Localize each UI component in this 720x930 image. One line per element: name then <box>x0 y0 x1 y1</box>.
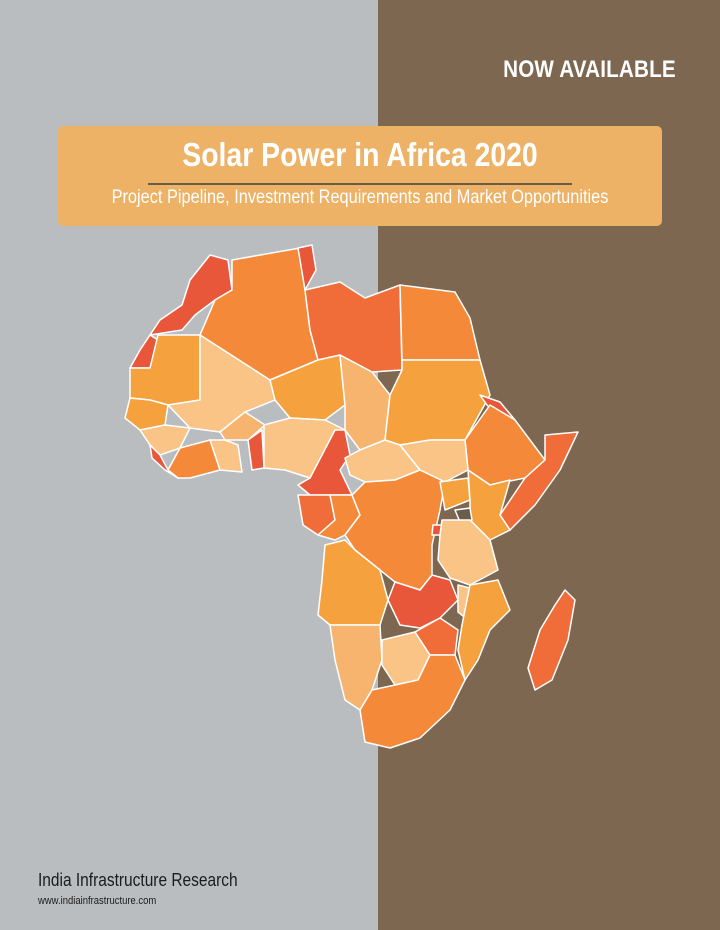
title-banner: Solar Power in Africa 2020 Project Pipel… <box>58 126 662 226</box>
title-underline <box>148 183 572 185</box>
country-region <box>467 469 511 541</box>
country-region <box>439 477 471 511</box>
country-region <box>454 507 473 523</box>
country-region <box>304 281 403 373</box>
country-region <box>387 574 459 629</box>
report-title: Solar Power in Africa 2020 <box>182 136 538 173</box>
report-subtitle: Project Pipeline, Investment Requirement… <box>111 187 609 208</box>
country-region <box>527 589 576 691</box>
country-region <box>399 284 481 361</box>
country-region <box>359 654 466 749</box>
now-available-label: NOW AVAILABLE <box>503 56 676 83</box>
publisher-name: India Infrastructure Research <box>38 870 238 890</box>
country-region <box>317 539 389 626</box>
country-region <box>269 354 346 421</box>
country-region <box>457 579 511 681</box>
country-region <box>414 617 459 656</box>
country-region <box>219 411 266 441</box>
website-link[interactable]: www.indiainfrastructure.com <box>38 895 157 907</box>
country-region <box>209 439 243 473</box>
country-region <box>129 334 201 406</box>
country-region <box>297 244 317 291</box>
